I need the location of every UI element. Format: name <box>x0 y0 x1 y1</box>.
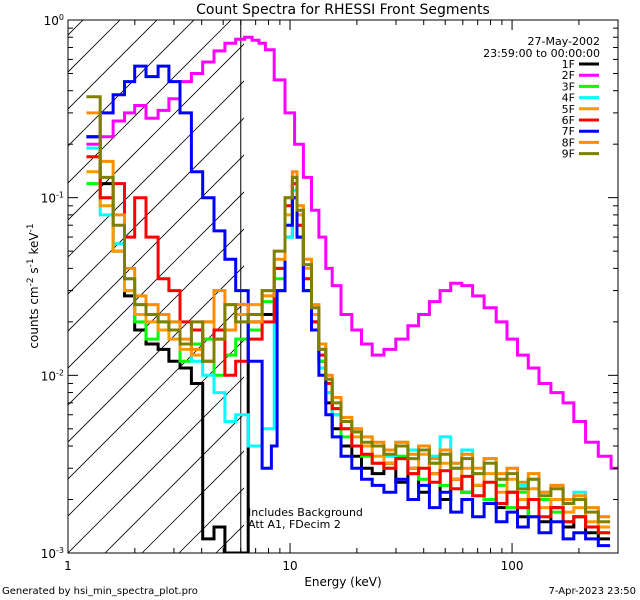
hatch-region <box>68 0 640 553</box>
legend-label-8f: 8F <box>562 136 575 149</box>
legend-label-3f: 3F <box>562 80 575 93</box>
hatch-line <box>104 413 244 553</box>
legend-label-7f: 7F <box>562 125 575 138</box>
y-tick-label: 10-2 <box>41 368 64 383</box>
y-axis-label: counts cm-2 s-1 keV-1 <box>26 223 41 348</box>
hatch-line <box>68 376 244 553</box>
y-tick-label: 10-3 <box>41 546 64 561</box>
y-axis-label-base: counts cm <box>27 286 41 348</box>
x-tick-label: 100 <box>501 559 524 573</box>
series-line-4f <box>86 146 611 519</box>
y-axis-label-end: keV <box>27 232 41 259</box>
hatch-line <box>68 302 244 480</box>
axis-ticks <box>67 19 619 554</box>
y-axis-label-mid: s <box>27 267 41 277</box>
x-tick-label: 1 <box>64 559 72 573</box>
hatch-line <box>141 450 244 553</box>
hatch-line <box>68 191 244 369</box>
series-line-7f <box>86 64 611 548</box>
series-line-2f <box>86 35 618 470</box>
x-tick-label: 10 <box>282 559 297 573</box>
annotation-attenuator: Att A1, FDecim 2 <box>248 518 341 531</box>
hatch-line <box>475 0 640 553</box>
axis-tick-labels: 1 10 100 100 10-1 10-2 10-3 <box>41 13 524 573</box>
time-range-label: 23:59:00 to 00:00:00 <box>483 47 600 60</box>
legend-label-5f: 5F <box>562 103 575 116</box>
annotation-background: Includes Background <box>248 506 363 519</box>
legend-label-6f: 6F <box>562 114 575 127</box>
hatch-line <box>68 20 158 110</box>
hatch-line <box>623 0 640 553</box>
y-axis-label-exp3: -1 <box>26 223 36 232</box>
hatch-line <box>438 0 640 553</box>
hatch-line <box>68 20 195 147</box>
date-label: 27-May-2002 <box>528 35 600 48</box>
legend-label-9f: 9F <box>562 148 575 161</box>
series-line-8f <box>86 111 611 519</box>
series-group <box>86 35 618 553</box>
plot-frame <box>67 19 619 554</box>
hatch-line <box>68 339 244 517</box>
hatch-line <box>512 0 640 553</box>
chart-title: Count Spectra for RHESSI Front Segments <box>196 2 490 18</box>
hatch-line <box>364 0 640 553</box>
series-line-9f <box>86 95 611 524</box>
footer-generated-by: Generated by hsi_min_spectra_plot.pro <box>2 586 198 597</box>
legend-label-4f: 4F <box>562 92 575 105</box>
legend-label-1f: 1F <box>562 58 575 71</box>
hatch-line <box>68 20 232 184</box>
hatch-line <box>401 0 640 553</box>
series-line-6f <box>86 155 611 535</box>
y-tick-label: 100 <box>44 13 64 28</box>
x-axis-label: Energy (keV) <box>304 575 381 589</box>
hatch-line <box>68 43 244 221</box>
legend-label-2f: 2F <box>562 69 575 82</box>
y-axis-label-exp2: -1 <box>26 258 36 267</box>
hatch-line <box>68 117 244 295</box>
y-tick-label: 10-1 <box>41 191 64 206</box>
hatch-line <box>68 80 244 258</box>
footer-timestamp: 7-Apr-2023 23:50 <box>549 586 636 597</box>
y-axis-label-exp1: -2 <box>26 277 36 286</box>
hatch-line <box>290 0 640 553</box>
hatch-line <box>586 0 640 553</box>
hatch-line <box>68 228 244 406</box>
